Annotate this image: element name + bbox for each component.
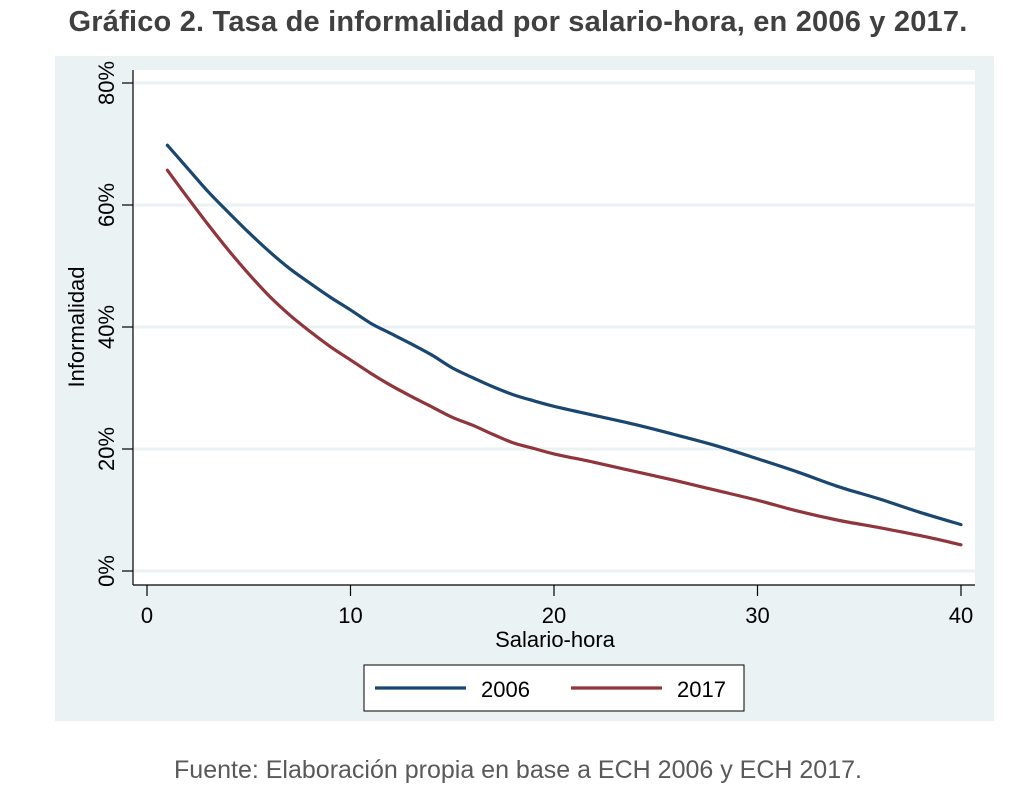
x-tick-label: 30 bbox=[745, 603, 769, 628]
y-axis-label: Informalidad bbox=[64, 266, 89, 387]
x-tick-label: 40 bbox=[949, 603, 973, 628]
legend-label-2006: 2006 bbox=[481, 677, 530, 702]
gridlines bbox=[134, 81, 975, 573]
chart-title: Gráfico 2. Tasa de informalidad por sala… bbox=[68, 6, 968, 38]
series-lines bbox=[165, 143, 963, 547]
x-tick-label: 20 bbox=[542, 603, 566, 628]
source-note: Fuente: Elaboración propia en base a ECH… bbox=[174, 756, 862, 784]
y-axis: 0% 20% 40% 60% 80% bbox=[94, 61, 134, 587]
legend-label-2017: 2017 bbox=[677, 677, 726, 702]
x-axis-label: Salario-hora bbox=[495, 627, 616, 652]
y-tick-label: 20% bbox=[94, 427, 119, 471]
y-tick-label: 0% bbox=[94, 555, 119, 587]
series-line-2017 bbox=[165, 168, 963, 547]
x-tick-label: 10 bbox=[338, 603, 362, 628]
series-line-2006 bbox=[165, 143, 963, 527]
x-tick-label: 0 bbox=[141, 603, 153, 628]
y-tick-label: 40% bbox=[94, 305, 119, 349]
legend: 2006 2017 bbox=[363, 664, 745, 712]
y-tick-label: 80% bbox=[94, 61, 119, 105]
y-tick-label: 60% bbox=[94, 183, 119, 227]
x-axis: 0 10 20 30 40 bbox=[133, 584, 975, 628]
